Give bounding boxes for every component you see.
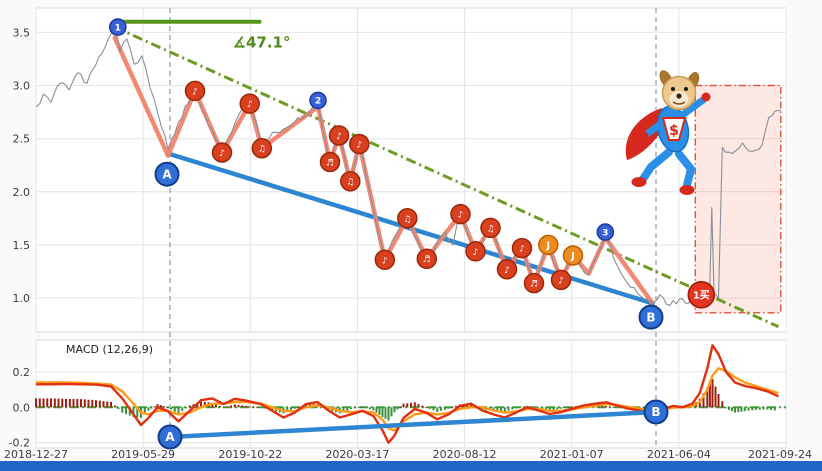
point-B-badge: B [638, 304, 664, 330]
svg-text:$: $ [669, 123, 679, 139]
svg-text:1.5: 1.5 [13, 239, 31, 252]
macd-label: MACD (12,26,9) [66, 343, 153, 356]
svg-text:J: J [545, 240, 550, 251]
wave-badge-2: 2 [309, 91, 327, 110]
trendline-green [114, 25, 780, 329]
note-marker: ♪ [328, 125, 350, 146]
svg-text:♫: ♫ [346, 178, 354, 188]
svg-text:A: A [162, 167, 172, 181]
note-marker: ♪ [184, 80, 206, 102]
svg-text:♬: ♬ [530, 280, 538, 290]
note-marker: ♪ [550, 269, 572, 291]
svg-text:♪: ♪ [382, 256, 388, 266]
axis-tick-labels: 2018-12-27 2019-05-29 2019-10-22 2020-03-17… [4, 26, 812, 461]
point-A-badge: A [154, 161, 180, 187]
svg-text:0.0: 0.0 [13, 401, 31, 414]
svg-text:♪: ♪ [504, 266, 510, 276]
taskbar[interactable] [0, 461, 822, 471]
note-marker: ♫ [251, 137, 273, 159]
svg-text:2021-01-07: 2021-01-07 [540, 448, 604, 461]
j-marker: J [538, 234, 559, 256]
note-marker: ♪ [211, 142, 233, 163]
macd-point-B-badge: B [643, 399, 669, 425]
note-marker: ♫ [340, 170, 361, 192]
svg-text:2020-03-17: 2020-03-17 [325, 448, 389, 461]
svg-text:2: 2 [315, 97, 321, 107]
j-marker: J [562, 245, 584, 266]
svg-text:2.0: 2.0 [13, 186, 31, 199]
svg-text:1.0: 1.0 [13, 292, 31, 305]
stock-analysis-chart: ∡47.1° ♪ ♪ ♪ ♫ ♬ ♪ ♫ ♪ ♪ ♫ ♬ ♪ ♪ ♫ ♪ ♪ ♬ J ♪ J 1 2 3 A B 1买 A B MACD … [4, 7, 812, 461]
svg-text:2020-08-12: 2020-08-12 [433, 448, 497, 461]
note-marker: ♫ [480, 217, 501, 239]
svg-text:♪: ♪ [519, 245, 525, 255]
macd-plot-area [35, 339, 787, 449]
svg-text:0.2: 0.2 [13, 366, 31, 379]
wave-badge-1: 1 [109, 18, 127, 36]
svg-text:3: 3 [602, 228, 608, 238]
chart-canvas: ∡47.1° ♪ ♪ ♪ ♫ ♬ ♪ ♫ ♪ ♪ ♫ ♬ ♪ ♪ ♫ ♪ ♪ ♬ J ♪ J 1 2 3 A B 1买 A B MACD … [4, 7, 812, 461]
svg-text:1: 1 [115, 23, 121, 33]
note-marker: ♪ [511, 237, 533, 259]
macd-dif-line [36, 344, 779, 444]
svg-text:2019-10-22: 2019-10-22 [218, 448, 282, 461]
svg-text:♪: ♪ [336, 132, 342, 142]
svg-text:♪: ♪ [247, 100, 253, 110]
note-marker: ♪ [374, 249, 396, 271]
svg-text:3.5: 3.5 [13, 26, 31, 39]
svg-text:2.5: 2.5 [13, 133, 31, 146]
note-marker: ♪ [450, 203, 471, 225]
svg-text:♬: ♬ [423, 255, 431, 265]
svg-text:♪: ♪ [219, 149, 225, 159]
svg-text:♪: ♪ [558, 276, 564, 286]
svg-text:2019-05-29: 2019-05-29 [111, 448, 175, 461]
svg-text:♫: ♫ [258, 145, 266, 155]
macd-ab-trendline [167, 409, 659, 440]
svg-text:B: B [646, 310, 655, 324]
svg-text:♪: ♪ [458, 211, 464, 221]
note-marker: ♪ [465, 241, 486, 262]
svg-text:2021-06-04: 2021-06-04 [647, 448, 711, 461]
svg-text:A: A [165, 430, 175, 444]
svg-text:♪: ♪ [473, 248, 479, 258]
svg-text:♪: ♪ [192, 87, 198, 97]
svg-text:♫: ♫ [403, 215, 411, 225]
svg-text:3.0: 3.0 [13, 80, 31, 93]
superhero-dog-illustration: $ [625, 70, 711, 195]
angle-label: ∡47.1° [233, 33, 291, 51]
svg-text:♬: ♬ [326, 159, 334, 169]
svg-text:-0.2: -0.2 [9, 437, 30, 450]
svg-text:♫: ♫ [486, 224, 494, 234]
note-marker: ♪ [496, 259, 518, 280]
note-marker: ♪ [239, 93, 260, 114]
svg-text:2018-12-27: 2018-12-27 [4, 448, 68, 461]
note-marker: ♪ [349, 133, 370, 155]
svg-text:B: B [651, 405, 660, 419]
note-marker: ♬ [319, 151, 341, 173]
macd-point-A-badge: A [157, 424, 183, 450]
svg-text:♪: ♪ [356, 141, 362, 151]
svg-text:1买: 1买 [693, 289, 710, 301]
svg-text:2021-09-24: 2021-09-24 [748, 448, 812, 461]
gridlines [35, 8, 787, 448]
dog-shield [661, 117, 687, 141]
main-plot-area [35, 7, 787, 333]
note-marker: ♬ [523, 272, 545, 294]
buy-signal-badge: 1买 [687, 280, 716, 309]
note-marker: ♬ [416, 248, 438, 269]
note-marker: ♫ [397, 208, 418, 229]
wave-badge-3: 3 [596, 223, 615, 241]
svg-text:J: J [570, 251, 575, 262]
